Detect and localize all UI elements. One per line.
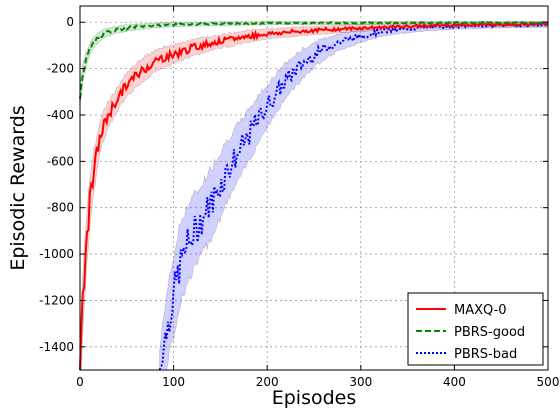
y-tick-label: -1400 — [39, 340, 74, 354]
legend: MAXQ-0 PBRS-good PBRS-bad — [407, 292, 544, 366]
y-tick-label: -1200 — [39, 293, 74, 307]
series-line-2 — [158, 23, 548, 371]
y-tick-label: -400 — [47, 108, 74, 122]
confidence-band-2 — [159, 22, 548, 371]
y-tick-label: -200 — [47, 62, 74, 76]
axis-ticks: 0 100 200 300 400 500 0 -200 -400 -600 -800 -1000 -1… — [39, 6, 559, 389]
x-tick-label: 200 — [256, 375, 279, 389]
x-axis-title: Episodes — [272, 387, 357, 409]
legend-label: PBRS-good — [454, 325, 525, 340]
legend-box — [407, 292, 544, 366]
y-tick-label: -800 — [47, 201, 74, 215]
x-tick-label: 100 — [162, 375, 185, 389]
legend-label: MAXQ-0 — [454, 303, 507, 318]
series-line-1 — [79, 20, 548, 100]
plot-frame — [79, 5, 549, 371]
y-tick-label: 0 — [66, 15, 74, 29]
y-axis-title: Episodic Rewards — [7, 105, 29, 270]
x-tick-label: 0 — [76, 375, 84, 389]
x-tick-label: 500 — [537, 375, 560, 389]
x-tick-label: 400 — [443, 375, 466, 389]
legend-label: PBRS-bad — [454, 347, 517, 362]
y-tick-label: -1000 — [39, 247, 74, 261]
series-lines — [79, 20, 548, 371]
x-tick-label: 300 — [349, 375, 372, 389]
series-line-0 — [79, 21, 548, 371]
y-tick-label: -600 — [47, 154, 74, 168]
